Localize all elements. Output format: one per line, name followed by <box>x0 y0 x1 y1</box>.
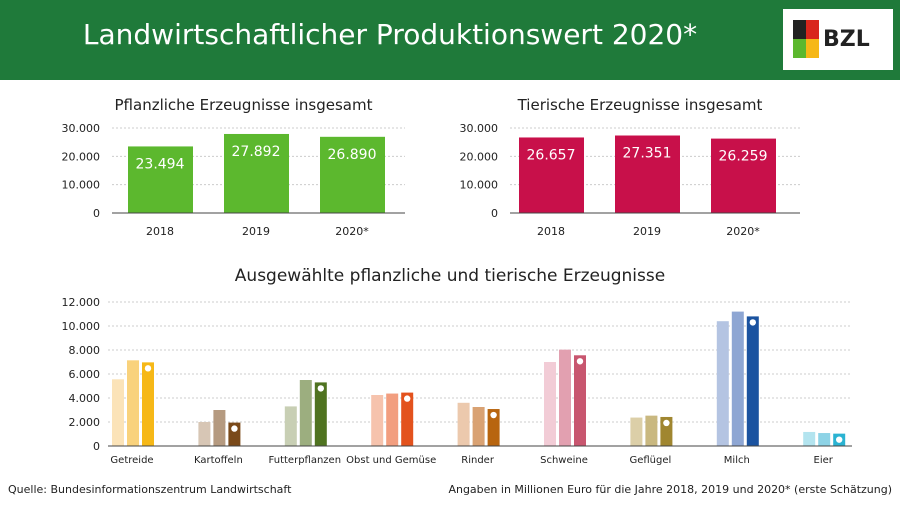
estimate-marker-icon <box>231 425 238 432</box>
bar <box>457 402 470 446</box>
data-label: 23.494 <box>136 156 185 172</box>
bar <box>803 431 816 446</box>
bar <box>716 321 729 446</box>
y-tick-label: 10.000 <box>62 179 101 192</box>
data-label: 26.890 <box>328 147 377 163</box>
bar <box>630 417 643 446</box>
data-label: 26.259 <box>719 149 768 165</box>
logo-text: BZL <box>823 27 870 52</box>
bar <box>519 137 584 213</box>
y-tick-label: 2.000 <box>69 416 101 429</box>
bzl-logo: BZL <box>783 9 893 70</box>
bar <box>386 393 399 446</box>
bar <box>213 410 226 446</box>
data-label: 26.657 <box>527 147 576 163</box>
x-tick-label: 2018 <box>537 225 565 238</box>
bar <box>818 433 831 446</box>
bar <box>142 362 154 446</box>
bar <box>401 392 414 446</box>
y-tick-label: 10.000 <box>460 179 499 192</box>
units-note: Angaben in Millionen Euro für die Jahre … <box>448 483 892 496</box>
x-tick-label: Schweine <box>540 455 588 466</box>
y-tick-label: 4.000 <box>69 392 101 405</box>
bar <box>299 380 312 446</box>
bar <box>731 311 744 446</box>
chart-title: Pflanzliche Erzeugnisse insgesamt <box>115 96 373 114</box>
bar <box>128 146 193 213</box>
page-title: Landwirtschaftlicher Produktionswert 202… <box>82 18 698 51</box>
estimate-marker-icon <box>663 419 670 427</box>
y-tick-label: 6.000 <box>69 368 101 381</box>
bar <box>711 138 776 213</box>
estimate-marker-icon <box>576 358 584 365</box>
y-tick-label: 30.000 <box>460 122 499 135</box>
x-tick-label: 2020* <box>726 225 760 238</box>
y-tick-label: 30.000 <box>62 122 101 135</box>
x-tick-label: Milch <box>724 455 750 466</box>
bar <box>112 379 124 446</box>
x-tick-label: Getreide <box>110 455 153 466</box>
bar <box>544 362 556 446</box>
estimate-marker-icon <box>836 436 843 443</box>
y-tick-label: 8.000 <box>69 344 101 357</box>
chart-title: Tierische Erzeugnisse insgesamt <box>517 96 763 114</box>
bar <box>472 407 485 446</box>
bar <box>574 355 586 446</box>
bar <box>371 395 384 446</box>
estimate-marker-icon <box>404 395 411 402</box>
bar <box>559 349 571 446</box>
chart-title: Ausgewählte pflanzliche und tierische Er… <box>235 266 665 286</box>
y-tick-label: 12.000 <box>62 296 101 309</box>
x-tick-label: 2018 <box>146 225 174 238</box>
estimate-marker-icon <box>749 319 756 326</box>
bar <box>224 133 289 213</box>
x-tick-label: Rinder <box>461 455 495 466</box>
bar <box>660 416 673 446</box>
y-tick-label: 0 <box>93 207 100 220</box>
header-banner: Landwirtschaftlicher Produktionswert 202… <box>0 0 900 80</box>
x-tick-label: 2019 <box>242 225 270 238</box>
bar <box>487 409 500 446</box>
bar <box>127 360 139 446</box>
bar <box>746 316 759 446</box>
x-tick-label: 2020* <box>335 225 369 238</box>
bar <box>320 136 385 213</box>
y-tick-label: 0 <box>491 207 498 220</box>
x-tick-label: Geflügel <box>629 455 671 466</box>
x-tick-label: 2019 <box>633 225 661 238</box>
bar <box>645 415 658 446</box>
estimate-marker-icon <box>144 365 152 372</box>
y-tick-label: 20.000 <box>460 150 499 163</box>
y-tick-label: 10.000 <box>62 320 101 333</box>
data-label: 27.892 <box>232 144 281 160</box>
bar <box>284 406 297 446</box>
data-label: 27.351 <box>623 146 672 162</box>
x-tick-label: Obst und Gemüse <box>346 455 436 466</box>
x-tick-label: Kartoffeln <box>194 455 243 466</box>
bar <box>615 135 680 213</box>
y-tick-label: 0 <box>93 440 100 453</box>
bar <box>314 382 327 446</box>
y-tick-label: 20.000 <box>62 150 101 163</box>
bar <box>198 422 211 446</box>
x-tick-label: Eier <box>814 455 834 466</box>
source-note: Quelle: Bundesinformationszentrum Landwi… <box>8 483 292 496</box>
x-tick-label: Futterpflanzen <box>269 455 342 466</box>
estimate-marker-icon <box>490 411 497 419</box>
estimate-marker-icon <box>317 385 324 392</box>
